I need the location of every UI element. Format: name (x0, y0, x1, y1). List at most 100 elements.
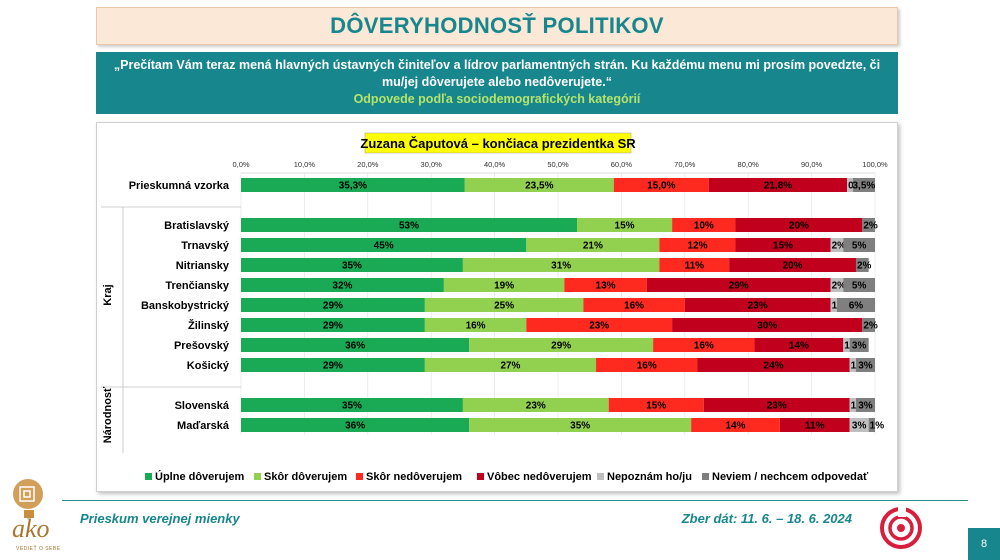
logo-wordmark: ako (12, 514, 50, 543)
data-label: 21,8% (764, 181, 792, 192)
bar-segment (464, 178, 614, 192)
data-label: 29% (551, 341, 571, 352)
bar-segment (691, 418, 780, 432)
group-label: Kraj (102, 284, 114, 305)
category-label: Banskobystrický (141, 300, 230, 312)
chart-title: Zuzana Čaputová – končiaca prezidentka S… (360, 136, 636, 151)
x-tick-label: 0,0% (232, 160, 249, 169)
data-label: 16% (637, 361, 657, 372)
data-label: 36% (345, 421, 365, 432)
data-label: 45% (374, 241, 394, 252)
category-label: Nitriansky (176, 260, 230, 272)
bar-segment (868, 418, 875, 432)
legend-swatch (356, 473, 363, 480)
legend-swatch (254, 473, 261, 480)
question-text: „Prečítam Vám teraz mená hlavných ústavn… (113, 58, 881, 89)
bar-segment (443, 278, 565, 292)
data-label: 53% (399, 221, 419, 232)
data-label: 23% (589, 321, 609, 332)
legend-label: Skôr nedôverujem (366, 471, 462, 483)
data-label: 3% (858, 361, 873, 372)
data-label: 29% (323, 301, 343, 312)
bar-segment (855, 398, 875, 412)
legend-swatch (477, 473, 484, 480)
legend-label: Skôr dôverujem (264, 471, 347, 483)
data-label: 21% (583, 241, 603, 252)
bar-segment (779, 418, 850, 432)
page-title: DÔVERYHODNOSŤ POLITIKOV (330, 13, 664, 38)
bar-segment (241, 278, 444, 292)
x-tick-label: 90,0% (801, 160, 823, 169)
bar-segment (849, 418, 869, 432)
data-label: 23% (767, 401, 787, 412)
data-label: 29% (323, 321, 343, 332)
bar-segment (855, 358, 875, 372)
data-label: 16% (466, 321, 486, 332)
data-label: 11% (805, 421, 825, 432)
x-tick-label: 20,0% (357, 160, 379, 169)
bar-segment (241, 218, 578, 232)
category-label: Trenčiansky (165, 280, 229, 292)
stacked-bar-chart: Zuzana Čaputová – končiaca prezidentka S… (101, 132, 888, 483)
bar-segment (697, 358, 850, 372)
question-banner: „Prečítam Vám teraz mená hlavných ústavn… (96, 52, 898, 114)
legend-swatch (702, 473, 709, 480)
data-label: 20% (789, 221, 809, 232)
data-label: 29% (323, 361, 343, 372)
x-tick-label: 80,0% (738, 160, 760, 169)
data-label: 23,5% (525, 181, 553, 192)
bar-segment (830, 298, 837, 312)
data-label: 15% (646, 401, 666, 412)
bar-segment (843, 338, 850, 352)
bar-segment (583, 298, 685, 312)
data-label: 29% (729, 281, 749, 292)
bar-segment (703, 398, 850, 412)
data-label: 12% (687, 241, 707, 252)
bar-segment (735, 218, 863, 232)
data-label: 16% (624, 301, 644, 312)
x-tick-label: 50,0% (547, 160, 569, 169)
x-tick-label: 70,0% (674, 160, 696, 169)
legend-swatch (597, 473, 604, 480)
data-label: 5% (852, 241, 867, 252)
bar-segment (830, 238, 844, 252)
data-label: 10% (694, 221, 714, 232)
data-label: 15,0% (647, 181, 675, 192)
bar-segment (862, 318, 875, 332)
x-tick-label: 30,0% (421, 160, 443, 169)
data-label: 1% (870, 421, 885, 432)
bar-segment (659, 258, 730, 272)
data-label: 11% (685, 261, 705, 272)
bar-segment (613, 178, 709, 192)
bar-segment (241, 178, 465, 192)
bar-segment (241, 258, 463, 272)
data-label: 2% (863, 221, 878, 232)
bar-segment (849, 338, 869, 352)
bar-segment (754, 338, 844, 352)
category-label: Trnavský (181, 240, 230, 252)
data-label: 23% (526, 401, 546, 412)
data-label: 19% (494, 281, 514, 292)
bar-segment (241, 238, 527, 252)
bar-segment (241, 318, 425, 332)
bar-segment (424, 358, 597, 372)
bar-segment (672, 218, 736, 232)
bar-segment (596, 358, 698, 372)
bar-segment (526, 238, 660, 252)
bar-segment (708, 178, 848, 192)
data-label: 14% (726, 421, 746, 432)
bar-segment (836, 298, 875, 312)
bar-segment (462, 258, 660, 272)
bar-segment (735, 238, 831, 252)
data-label: 35% (342, 401, 362, 412)
bar-segment (672, 318, 863, 332)
data-label: 23% (748, 301, 768, 312)
data-label: 2% (832, 241, 847, 252)
bar-segment (241, 338, 470, 352)
question-subtitle: Odpovede podľa sociodemografických kateg… (353, 92, 641, 106)
bar-segment (729, 258, 856, 272)
data-label: 14% (789, 341, 809, 352)
bar-segment (849, 358, 856, 372)
bar-segment (241, 398, 463, 412)
